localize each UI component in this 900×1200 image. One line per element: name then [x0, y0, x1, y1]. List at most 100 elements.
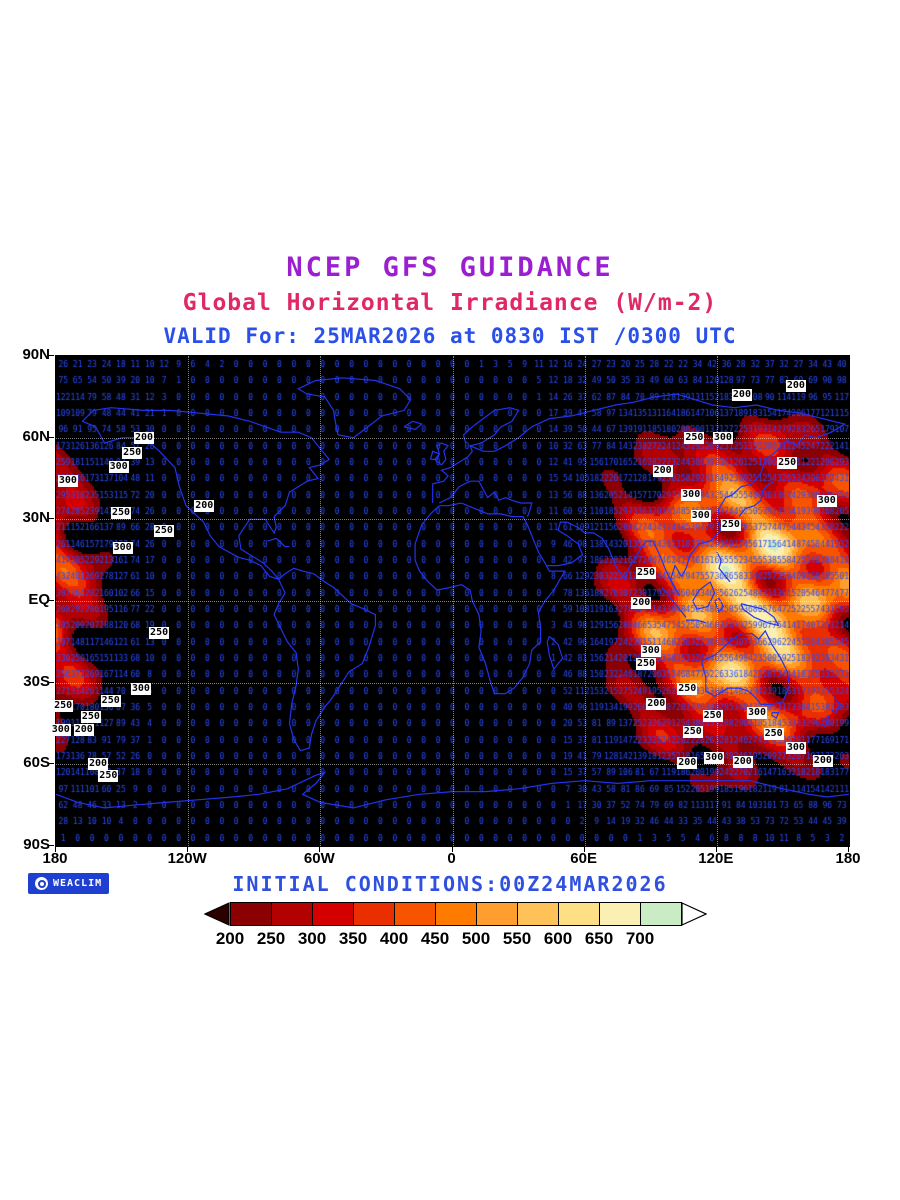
contour-label: 200 [194, 499, 215, 512]
contour-label: 300 [112, 542, 133, 555]
colorbar-tick-label: 500 [461, 929, 491, 948]
contour-label: 250 [763, 727, 784, 740]
contour-label: 250 [682, 725, 703, 738]
contour-label: 250 [98, 769, 119, 782]
coastline [267, 537, 290, 548]
coastline [403, 420, 423, 431]
lon-axis-label: 120E [698, 850, 734, 867]
contour-label: 250 [677, 683, 698, 696]
contour-label: 250 [53, 699, 74, 712]
colorbar-tick-label: 350 [338, 929, 368, 948]
gridline-latitude [56, 601, 849, 602]
lon-axis-label: 0 [447, 850, 456, 867]
coastline [546, 635, 564, 671]
colorbar-tick-label: 400 [379, 929, 409, 948]
latitude-axis: 90N 60N 30N EQ 30S 60S 90S [8, 346, 50, 853]
coastline [738, 480, 775, 517]
coastline [432, 437, 519, 503]
axis-tick [48, 518, 54, 520]
contour-label: 200 [646, 697, 667, 710]
colorbar-tick-label: 650 [584, 929, 614, 948]
axis-tick [48, 845, 54, 846]
contour-label: 300 [50, 723, 71, 736]
lon-axis-label: 180 [835, 850, 861, 867]
lat-axis-label: 90S [23, 836, 50, 853]
contour-label: 300 [681, 489, 702, 502]
contour-label: 300 [785, 742, 806, 754]
contour-label: 200 [133, 431, 155, 444]
lat-axis-label: 90N [22, 346, 50, 363]
page-title: NCEP GFS GUIDANCE [286, 252, 614, 283]
weaclim-label: WEACLIM [53, 878, 103, 889]
axis-tick [48, 355, 54, 356]
axis-tick [48, 600, 54, 601]
contour-label: 250 [149, 626, 170, 639]
colorbar-tick-label: 550 [502, 929, 532, 948]
coastline [273, 567, 376, 752]
axis-tick [583, 846, 585, 852]
contour-label: 300 [57, 474, 78, 487]
contour-label: 250 [635, 658, 657, 671]
coastline [56, 771, 849, 809]
colorbar-tick-label: 200 [215, 929, 245, 948]
gridline-longitude [716, 356, 718, 846]
contour-label: 200 [87, 758, 109, 771]
coastline [831, 695, 841, 714]
coastline [429, 450, 441, 461]
contour-label: 200 [652, 465, 673, 478]
colorbar-segment [599, 902, 641, 926]
page-subtitle: Global Horizontal Irradiance (W/m-2) [182, 290, 718, 316]
irradiance-colorbar: 200 250 300 350 400 450 500 550 600 650 700 [0, 902, 900, 958]
contour-label: 200 [631, 596, 652, 609]
contour-label: 200 [677, 757, 698, 770]
contour-label: 200 [731, 389, 752, 402]
axis-tick [319, 846, 321, 852]
contour-label: 300 [746, 707, 768, 720]
axis-tick [451, 846, 453, 852]
axis-tick [48, 681, 54, 683]
coastline [692, 580, 716, 610]
axis-tick [187, 846, 189, 852]
initial-conditions-line: INITIAL CONDITIONS:00Z24MAR2026 [232, 872, 668, 896]
contour-label: 200 [732, 756, 753, 769]
coastline [81, 407, 330, 581]
coastline [439, 480, 533, 517]
coastline [716, 551, 731, 583]
gridline-latitude [56, 682, 849, 684]
contour-label: 250 [110, 506, 132, 519]
longitude-axis: 180 120W 60W 0 60E 120E 180 [42, 850, 860, 870]
colorbar-segment [312, 902, 354, 926]
colorbar-over-arrow [681, 902, 707, 926]
coastline [771, 712, 780, 719]
lat-axis-label: EQ [28, 591, 50, 608]
colorbar-segment [558, 902, 600, 926]
lon-axis-label: 120W [167, 850, 207, 867]
colorbar-tick-label: 450 [420, 929, 450, 948]
coastline [661, 587, 687, 618]
coastline [700, 629, 791, 705]
contour-label: 300 [690, 510, 711, 523]
colorbar-segment [394, 902, 436, 926]
lat-axis-label: 30N [22, 509, 50, 527]
lon-axis-label: 60W [303, 850, 335, 867]
axis-tick [55, 846, 56, 852]
gridline-longitude [584, 356, 586, 846]
contour-label: 200 [785, 379, 806, 392]
colorbar-segment [640, 902, 682, 926]
colorbar-segment [353, 902, 395, 926]
weaclim-badge: WEACLIM [28, 873, 110, 894]
contour-label: 300 [816, 495, 837, 508]
coastline [462, 407, 520, 447]
contour-label: 250 [80, 711, 101, 724]
lon-axis-label: 180 [42, 850, 68, 867]
contour-label: 250 [720, 519, 741, 532]
colorbar-tick-label: 600 [543, 929, 573, 948]
coastline [434, 442, 450, 466]
valid-datetime-line: VALID For: 25MAR2026 at 0830 IST /0300 U… [163, 324, 737, 348]
colorbar-segment [517, 902, 559, 926]
axis-tick [48, 763, 54, 765]
coastline [414, 502, 566, 695]
contour-label: 250 [684, 431, 705, 444]
colorbar-segment [435, 902, 477, 926]
